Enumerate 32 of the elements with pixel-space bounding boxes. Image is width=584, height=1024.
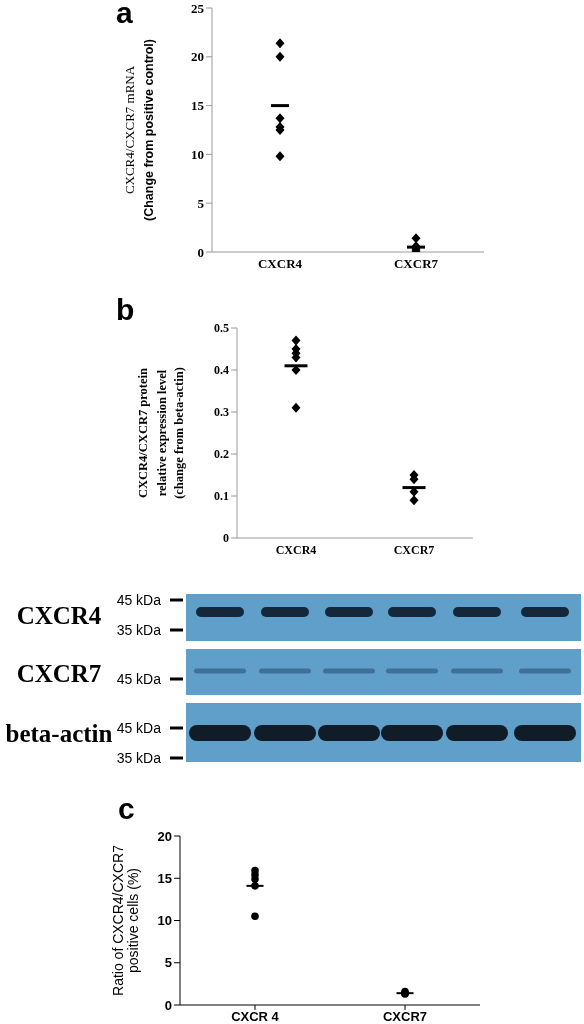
chart-title: a <box>116 0 133 30</box>
category-label: beta-actin <box>5 719 113 747</box>
category-label: CXCR4 <box>16 601 102 629</box>
y-tick-label: 5 <box>197 195 205 211</box>
y-tick-label: 0.4 <box>214 363 229 378</box>
y-tick-label: 25 <box>191 0 205 16</box>
y-tick-label: 10 <box>191 147 204 163</box>
y-tick-label: 0.5 <box>214 321 229 336</box>
y-tick-label: 15 <box>191 98 205 114</box>
y-tick-label: 10 <box>157 913 172 929</box>
y-tick-label: 15 <box>157 870 172 886</box>
y-tick-label: 0.3 <box>214 405 229 420</box>
y-tick-label: 0.2 <box>214 447 229 462</box>
y-tick-label: 5 <box>164 955 172 971</box>
text: 45 kDa <box>116 671 162 687</box>
text: 35 kDa <box>116 750 162 766</box>
chart-title: b <box>116 293 135 327</box>
text: 45 kDa <box>116 720 162 736</box>
y-tick-label: 0 <box>197 244 204 260</box>
y-tick-label: 0 <box>164 997 172 1013</box>
x-tick-label: CXCR 4 <box>231 1009 280 1024</box>
y-tick-label: 0 <box>223 531 229 546</box>
y-tick-label: 0.1 <box>214 489 229 504</box>
y-tick-label: 20 <box>191 49 204 65</box>
y-axis-title: CXCR4/CXCR7 mRNA (Change from positive control) <box>122 39 156 221</box>
chart-title: c <box>118 792 135 826</box>
text: 35 kDa <box>116 622 162 638</box>
text: 45 kDa <box>116 592 162 608</box>
category-label: CXCR7 <box>16 659 102 687</box>
y-axis-title: CXCR4/CXCR7 protein relative expression level (change from beta-actin) <box>136 367 186 499</box>
y-tick-label: 20 <box>157 828 172 844</box>
y-axis-title: Ratio of CXCR4/CXCR7 positive cells (%) <box>110 844 141 996</box>
